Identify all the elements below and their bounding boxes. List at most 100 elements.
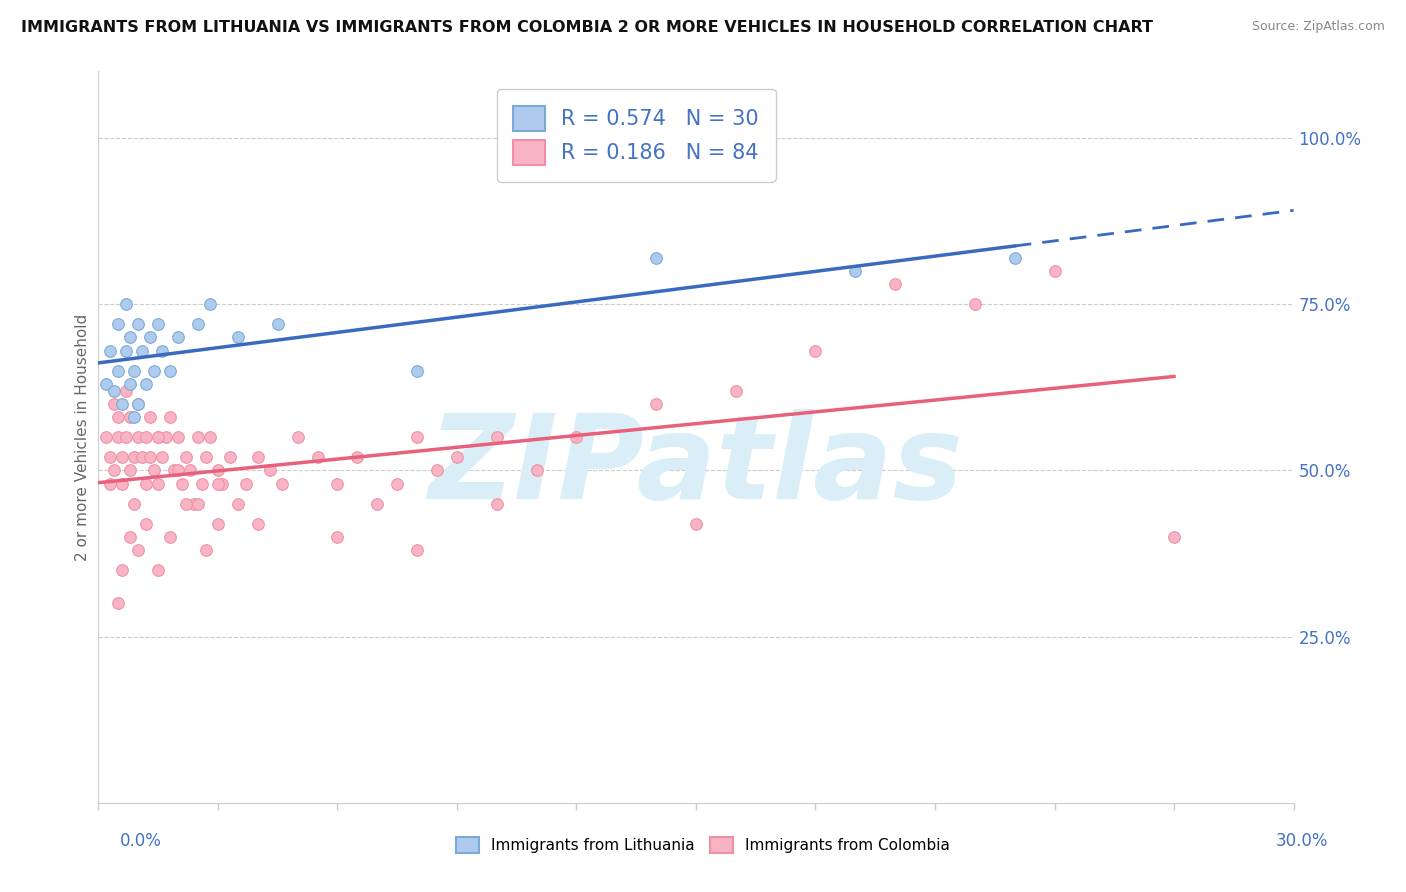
Point (198, 297, 221, 311)
Point (131, 450, 153, 464)
Point (135, 430, 157, 444)
Point (120, 410, 142, 425)
Point (406, 430, 429, 444)
Point (120, 376, 142, 391)
Point (124, 363, 146, 377)
Point (326, 476, 349, 491)
Point (127, 397, 149, 411)
Point (198, 430, 221, 444)
Point (406, 543, 429, 558)
Point (167, 330, 190, 344)
Text: Source: ZipAtlas.com: Source: ZipAtlas.com (1251, 20, 1385, 33)
Point (131, 343, 153, 358)
Point (1043, 264, 1066, 278)
Point (150, 450, 173, 464)
Point (844, 264, 866, 278)
Point (167, 430, 190, 444)
Point (235, 476, 257, 491)
Point (207, 516, 229, 531)
Point (159, 363, 181, 377)
Point (1163, 530, 1185, 544)
Point (135, 516, 157, 531)
Point (96, 376, 118, 391)
Point (526, 463, 548, 477)
Point (107, 430, 129, 444)
Point (326, 530, 349, 544)
Point (195, 543, 218, 558)
Legend: R = 0.574   N = 30, R = 0.186   N = 84: R = 0.574 N = 30, R = 0.186 N = 84 (496, 89, 776, 182)
Point (159, 530, 181, 544)
Point (246, 516, 269, 531)
Point (426, 463, 449, 477)
Point (267, 317, 290, 331)
Point (115, 384, 138, 398)
Point (107, 363, 129, 377)
Point (191, 476, 214, 491)
Point (143, 463, 166, 477)
Point (406, 363, 429, 377)
Text: 0.0%: 0.0% (120, 831, 162, 849)
Point (98, 450, 122, 464)
Point (115, 430, 138, 444)
Point (139, 410, 162, 425)
Text: 30.0%: 30.0% (1277, 831, 1329, 849)
Point (163, 463, 186, 477)
Point (127, 397, 149, 411)
Point (107, 596, 129, 610)
Point (645, 251, 668, 265)
Point (207, 463, 229, 477)
Point (120, 330, 142, 344)
Point (148, 476, 170, 491)
Point (226, 497, 249, 511)
Point (111, 476, 134, 491)
Point (107, 317, 129, 331)
Point (115, 297, 138, 311)
Point (148, 317, 170, 331)
Text: ZIPatlas: ZIPatlas (429, 409, 963, 524)
Point (143, 363, 166, 377)
Point (96, 430, 118, 444)
Point (98, 343, 122, 358)
Point (120, 463, 142, 477)
Point (219, 450, 242, 464)
Point (124, 450, 146, 464)
Point (127, 543, 149, 558)
Point (135, 476, 157, 491)
Point (685, 516, 707, 531)
Point (366, 497, 388, 511)
Point (287, 430, 309, 444)
Point (167, 463, 190, 477)
Text: IMMIGRANTS FROM LITHUANIA VS IMMIGRANTS FROM COLOMBIA 2 OR MORE VEHICLES IN HOUS: IMMIGRANTS FROM LITHUANIA VS IMMIGRANTS … (21, 20, 1153, 35)
Point (211, 476, 233, 491)
Point (120, 530, 142, 544)
Point (139, 330, 162, 344)
Point (103, 397, 125, 411)
Point (148, 430, 170, 444)
Point (107, 410, 129, 425)
Point (150, 343, 173, 358)
Point (307, 450, 329, 464)
Point (270, 476, 292, 491)
Point (155, 430, 177, 444)
Point (124, 410, 146, 425)
Point (111, 563, 134, 577)
Point (884, 277, 907, 292)
Point (159, 410, 181, 425)
Point (207, 476, 229, 491)
Point (172, 476, 194, 491)
Point (148, 430, 170, 444)
Point (259, 463, 281, 477)
Point (127, 317, 149, 331)
Point (246, 450, 269, 464)
Point (174, 450, 197, 464)
Point (183, 497, 205, 511)
Point (111, 397, 134, 411)
Point (446, 450, 468, 464)
Point (174, 497, 197, 511)
Legend: Immigrants from Lithuania, Immigrants from Colombia: Immigrants from Lithuania, Immigrants fr… (450, 831, 956, 859)
Point (485, 497, 508, 511)
Point (187, 497, 209, 511)
Point (179, 463, 201, 477)
Point (804, 343, 827, 358)
Point (148, 563, 170, 577)
